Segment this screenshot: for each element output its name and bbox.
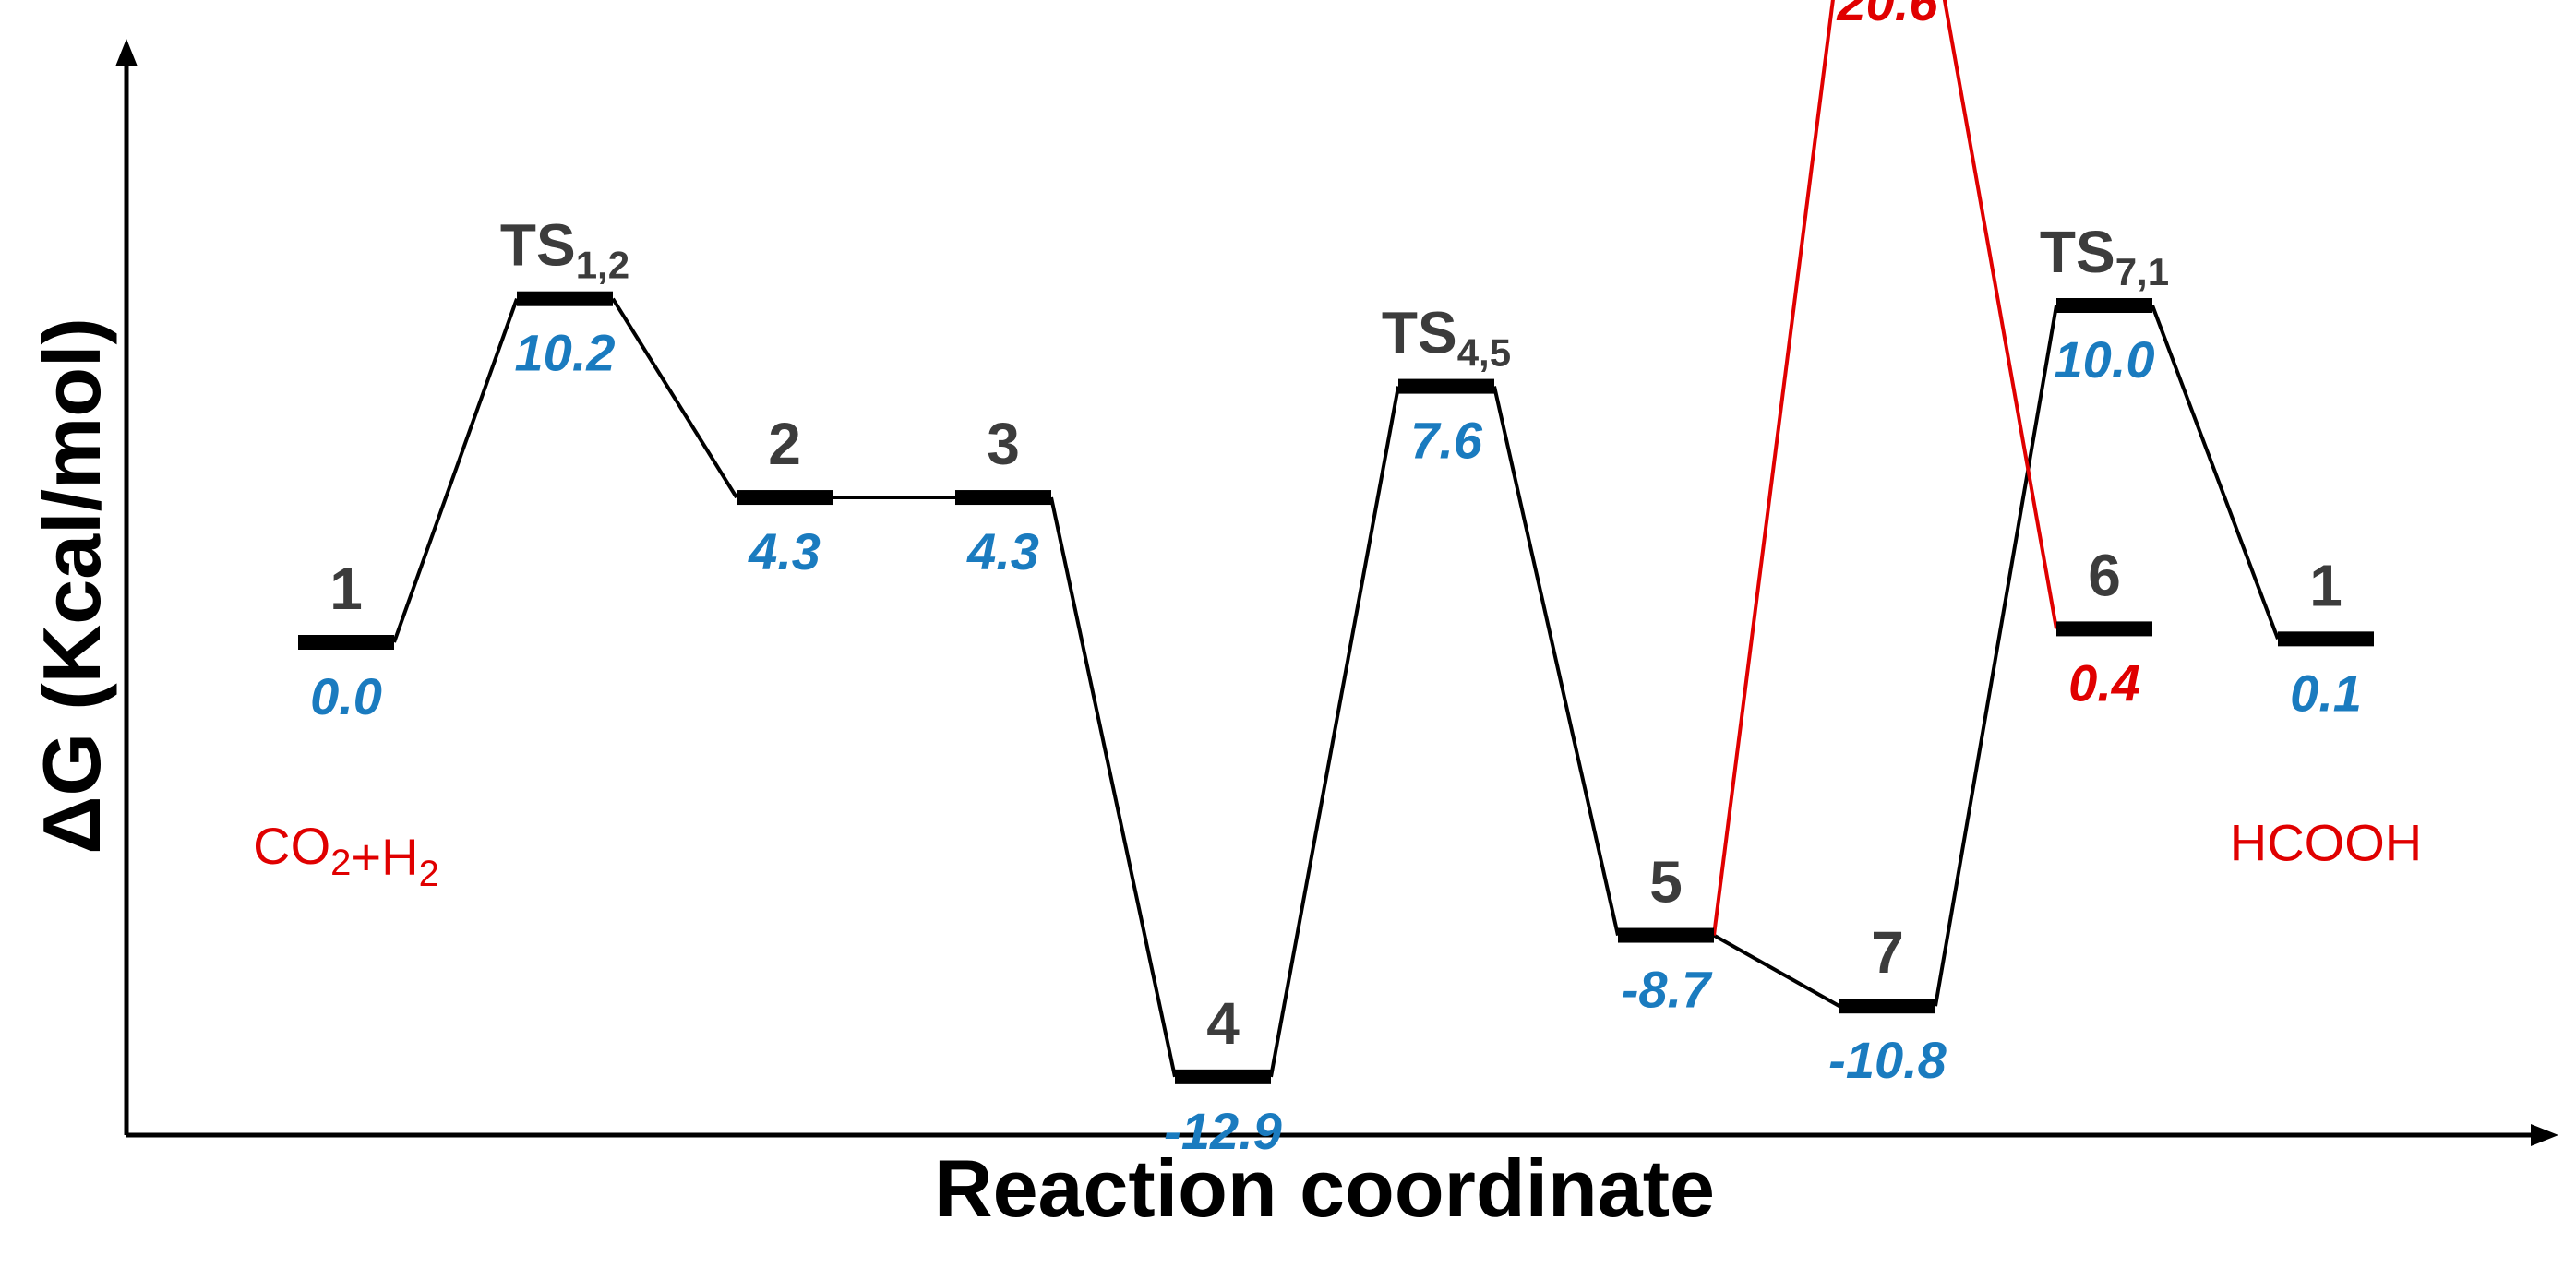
- energy-level-bar-s1b: [2278, 631, 2374, 647]
- energy-level-bar-ts45: [1398, 378, 1494, 394]
- energy-value-label-s2: 4.3: [748, 522, 821, 580]
- state-label-subscript: 1,2: [576, 244, 629, 287]
- energy-value-label-s1a: 0.0: [310, 667, 382, 725]
- energy-level-bar-s6: [2056, 621, 2152, 637]
- connector-line-s1a-ts12: [392, 298, 519, 643]
- state-label-s7: 7: [1871, 919, 1904, 986]
- energy-value-label-ts56: 20.6: [1837, 0, 1939, 31]
- state-label-main: TS: [500, 212, 576, 279]
- state-label-s1b: 1: [2309, 552, 2342, 618]
- y-axis-arrowhead: [115, 39, 138, 66]
- connector-line-s3-s4: [1049, 496, 1177, 1078]
- energy-value-label-ts12: 10.2: [515, 324, 616, 382]
- connector-line-s7-ts71: [1934, 305, 2058, 1007]
- energy-value-label-s4: -12.9: [1164, 1102, 1282, 1160]
- connector-line-s4-ts45: [1269, 386, 1400, 1078]
- state-label-s6: 6: [2088, 542, 2121, 608]
- connector-line-ts12-s2: [611, 297, 738, 499]
- state-label-s5: 5: [1649, 849, 1683, 915]
- energy-level-bar-ts12: [517, 291, 613, 306]
- x-axis-title: Reaction coordinate: [934, 1142, 1715, 1234]
- energy-level-bar-s4: [1175, 1069, 1271, 1084]
- energy-value-label-s5: -8.7: [1622, 961, 1713, 1019]
- species-text: HCOOH: [2230, 813, 2422, 871]
- species-subscript: 2: [419, 854, 439, 894]
- energy-level-bar-s3: [955, 490, 1051, 506]
- connector-line-ts45-s5: [1492, 386, 1620, 936]
- energy-level-bar-s5: [1618, 927, 1714, 943]
- state-label-ts71: TS7,1: [2040, 219, 2169, 293]
- energy-level-bar-ts71: [2056, 298, 2152, 313]
- x-axis-arrowhead: [2531, 1124, 2558, 1146]
- state-label-subscript: 7,1: [2115, 250, 2169, 293]
- energy-value-label-ts45: 7.6: [1410, 412, 1483, 470]
- axes: Reaction coordinate ΔG (Kcal/mol): [26, 39, 2558, 1234]
- state-label-main: TS: [2040, 219, 2115, 285]
- labels: 10.0CO2+H2TS1,210.224.334.34-12.9TS4,57.…: [253, 0, 2422, 1160]
- connector-line-ts56-s6: [1942, 0, 2058, 629]
- state-label-ts45: TS4,5: [1382, 300, 1511, 375]
- energy-value-label-s6: 0.4: [2068, 653, 2140, 712]
- state-label-ts12: TS1,2: [500, 212, 629, 287]
- energy-level-bar-s7: [1839, 999, 1935, 1014]
- connector-line-ts71-s1b: [2151, 305, 2280, 640]
- state-label-subscript: 4,5: [1457, 331, 1511, 375]
- state-label-s3: 3: [987, 411, 1020, 477]
- connector-line-s5-s7: [1713, 933, 1840, 1008]
- state-label-main: TS: [1382, 300, 1457, 366]
- energy-value-label-ts71: 10.0: [2055, 330, 2155, 389]
- species-text: +H: [351, 828, 418, 886]
- species-label-s1b: HCOOH: [2230, 813, 2422, 871]
- energy-value-label-s7: -10.8: [1828, 1031, 1947, 1089]
- energy-levels: [298, 291, 2374, 1084]
- species-subscript: 2: [330, 843, 351, 883]
- state-label-s4: 4: [1206, 990, 1240, 1057]
- connectors: [392, 0, 2280, 1078]
- state-label-s1a: 1: [329, 556, 363, 622]
- species-label-s1a: CO2+H2: [253, 817, 439, 894]
- energy-value-label-s3: 4.3: [966, 522, 1039, 580]
- energy-value-label-s1b: 0.1: [2290, 664, 2362, 722]
- state-label-s2: 2: [768, 411, 801, 477]
- y-axis-title: ΔG (Kcal/mol): [26, 317, 117, 855]
- energy-level-bar-s2: [737, 490, 833, 506]
- energy-level-bar-s1a: [298, 635, 394, 650]
- species-text: CO: [253, 817, 330, 875]
- connector-line-s5-ts56: [1712, 0, 1835, 936]
